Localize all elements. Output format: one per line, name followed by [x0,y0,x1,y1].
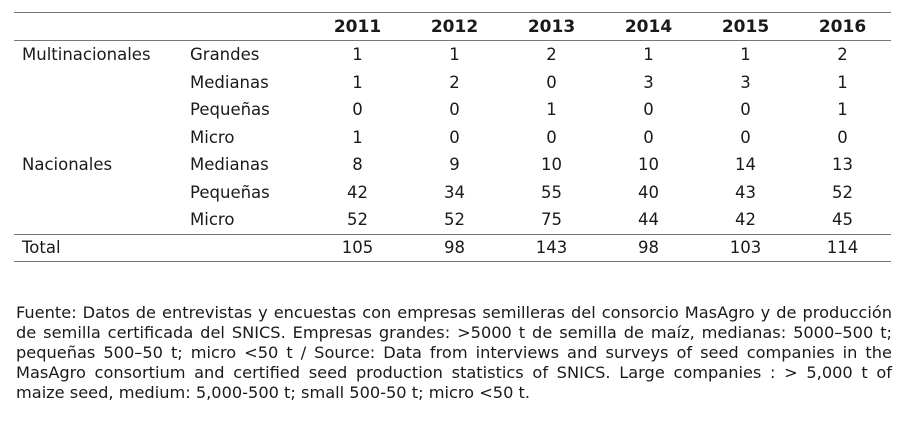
table-row: Micro 1 0 0 0 0 0 [14,124,891,152]
header-year: 2013 [503,12,600,41]
table-cell: 0 [546,127,557,147]
table-cell: 75 [541,210,562,230]
total-label: Total [14,233,184,262]
total-cell: 114 [794,233,891,262]
total-row: Total 105 98 143 98 103 114 [14,233,891,262]
size-label: Micro [190,127,235,147]
group-label [14,69,184,97]
table-cell: 42 [735,210,756,230]
seed-companies-table: 2011 2012 2013 2014 2015 2016 Multinacio… [14,12,891,262]
table-row: Medianas 1 2 0 3 3 1 [14,69,891,97]
table-row: Pequeñas 42 34 55 40 43 52 [14,179,891,207]
table-cell: 55 [541,182,562,202]
size-label: Pequeñas [190,100,270,120]
table-cell: 0 [643,127,654,147]
total-cell: 105 [309,233,406,262]
group-label [14,96,184,124]
table-cell: 2 [837,45,848,65]
table-cell: 45 [832,210,853,230]
table-cell: 0 [740,100,751,120]
source-note: Fuente: Datos de entrevistas y encuestas… [16,303,892,403]
table-cell: 14 [735,155,756,175]
table-cell: 44 [638,210,659,230]
table-cell: 3 [740,72,751,92]
table-cell: 8 [352,155,363,175]
table-cell: 3 [643,72,654,92]
table-cell: 9 [449,155,460,175]
table-cell: 0 [352,100,363,120]
table-cell: 2 [546,45,557,65]
table-cell: 34 [444,182,465,202]
size-label: Medianas [190,155,269,175]
total-cell: 98 [600,233,697,262]
size-label: Grandes [190,45,260,65]
table-cell: 52 [444,210,465,230]
table-cell: 1 [352,45,363,65]
header-year: 2012 [406,12,503,41]
table-cell: 0 [837,127,848,147]
size-label: Micro [190,210,235,230]
table-row: Multinacionales Grandes 1 1 2 1 1 2 [14,41,891,69]
table-cell: 1 [352,72,363,92]
group-label [14,206,184,234]
header-year: 2015 [697,12,794,41]
table-cell: 1 [449,45,460,65]
seed-companies-table-container: 2011 2012 2013 2014 2015 2016 Multinacio… [14,12,891,262]
header-year: 2016 [794,12,891,41]
table-row: Pequeñas 0 0 1 0 0 1 [14,96,891,124]
table-cell: 10 [638,155,659,175]
table-cell: 40 [638,182,659,202]
table-cell: 52 [347,210,368,230]
group-label: Nacionales [22,155,113,175]
table-cell: 42 [347,182,368,202]
table-cell: 0 [449,100,460,120]
table-cell: 1 [643,45,654,65]
table-cell: 43 [735,182,756,202]
table-cell: 1 [352,127,363,147]
table-cell: 2 [449,72,460,92]
header-group-cell [14,12,184,41]
table-header-row: 2011 2012 2013 2014 2015 2016 [14,12,891,41]
table-cell: 0 [449,127,460,147]
header-year: 2014 [600,12,697,41]
group-label [14,179,184,207]
total-cell: 98 [406,233,503,262]
header-size-cell [184,12,309,41]
table-cell: 52 [832,182,853,202]
group-label: Multinacionales [22,45,151,65]
size-label: Pequeñas [190,182,270,202]
header-year: 2011 [309,12,406,41]
table-cell: 0 [740,127,751,147]
table-cell: 0 [643,100,654,120]
total-cell: 143 [503,233,600,262]
table-cell: 1 [740,45,751,65]
total-empty-cell [184,233,309,262]
table-cell: 13 [832,155,853,175]
table-cell: 1 [546,100,557,120]
total-cell: 103 [697,233,794,262]
size-label: Medianas [190,72,269,92]
table-cell: 0 [546,72,557,92]
table-row: Nacionales Medianas 8 9 10 10 14 13 [14,151,891,179]
table-row: Micro 52 52 75 44 42 45 [14,206,891,234]
table-cell: 10 [541,155,562,175]
table-cell: 1 [837,72,848,92]
group-label [14,124,184,152]
table-cell: 1 [837,100,848,120]
